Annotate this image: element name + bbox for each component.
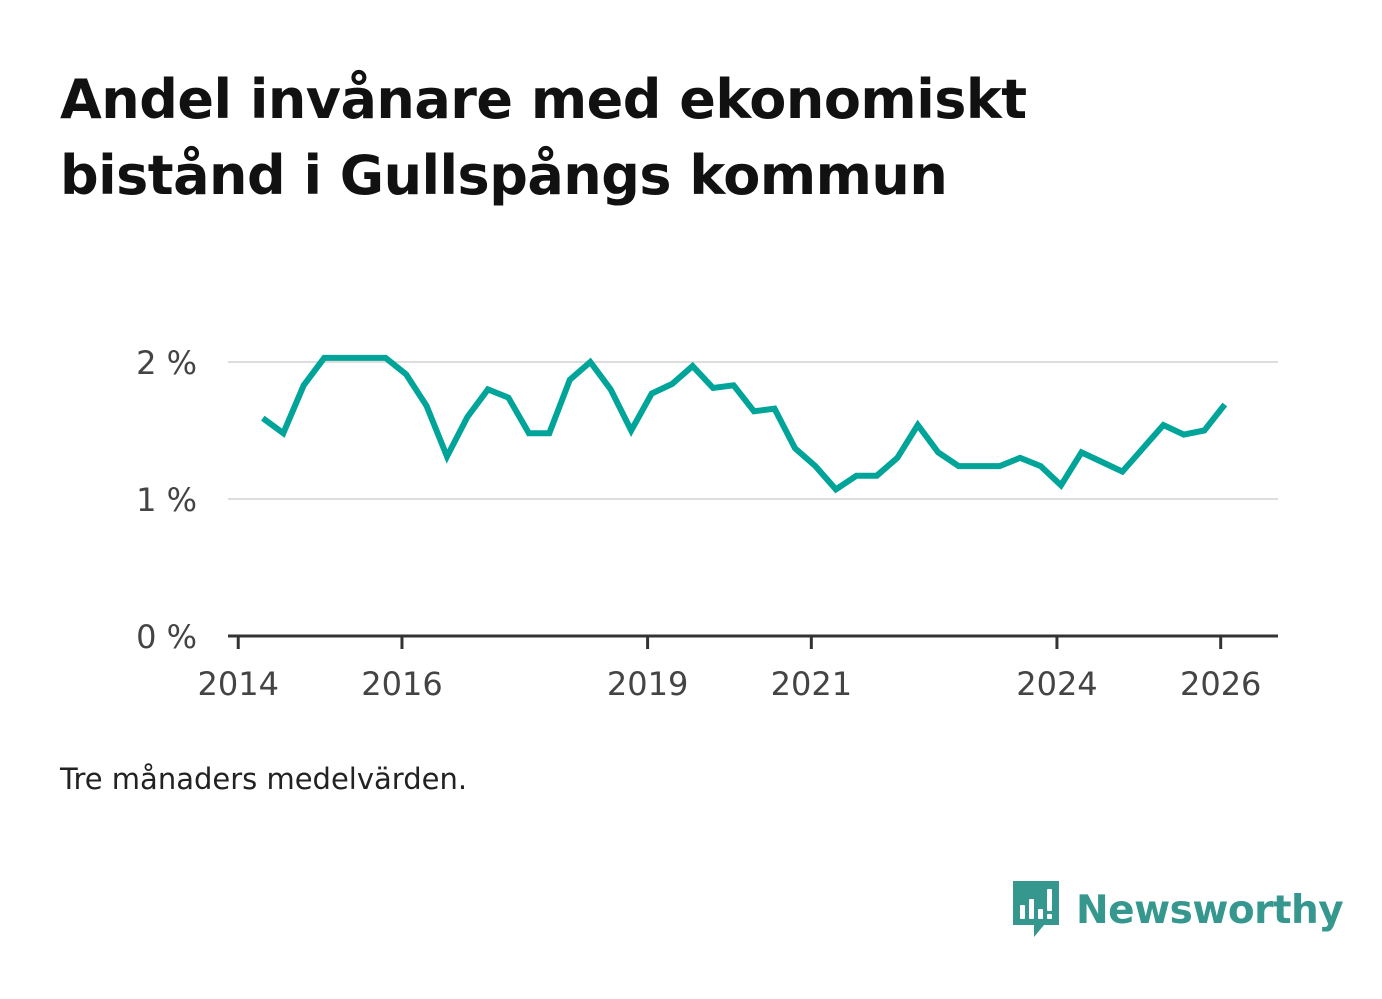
data-point: [874, 473, 880, 479]
data-point: [444, 454, 450, 460]
y-tick-label: 0 %: [136, 618, 197, 656]
y-tick-label: 1 %: [136, 481, 197, 519]
x-tick-label: 2026: [1180, 665, 1261, 703]
data-point: [649, 391, 655, 397]
x-tick-label: 2014: [198, 665, 279, 703]
chart-caption: Tre månaders medelvärden.: [60, 762, 468, 796]
x-tick-label: 2019: [607, 665, 688, 703]
data-point: [1038, 463, 1044, 469]
newsworthy-logo-icon: [1013, 881, 1059, 937]
data-point: [669, 381, 675, 387]
series-line: [261, 354, 1228, 494]
grid-lines: [228, 361, 1278, 500]
data-point: [1058, 482, 1064, 488]
x-tick-label: 2016: [361, 665, 442, 703]
data-point: [1201, 428, 1207, 434]
data-point: [956, 463, 962, 469]
data-point: [1079, 449, 1085, 455]
data-point: [587, 359, 593, 365]
data-point: [424, 403, 430, 409]
data-point: [280, 430, 286, 436]
data-point: [771, 406, 777, 412]
data-point: [485, 386, 491, 392]
data-point: [608, 386, 614, 392]
y-axis-labels: 0 % 1 % 2 %: [136, 344, 197, 656]
data-point: [751, 408, 757, 414]
data-point: [505, 395, 511, 401]
x-axis: [228, 634, 1278, 649]
x-axis-labels: 2014 2016 2019 2021 2024 2026: [198, 665, 1262, 703]
data-point: [383, 355, 389, 361]
data-point: [792, 445, 798, 451]
data-point: [1222, 401, 1228, 407]
data-point: [853, 473, 859, 479]
data-point: [935, 449, 941, 455]
y-tick-label: 2 %: [136, 344, 197, 382]
x-tick-label: 2024: [1016, 665, 1097, 703]
data-point: [1160, 422, 1166, 428]
data-point: [362, 355, 368, 361]
data-point: [464, 414, 470, 420]
data-point: [710, 385, 716, 391]
data-point: [1119, 469, 1125, 475]
x-tick-label: 2021: [771, 665, 852, 703]
series-layer: [260, 354, 1228, 494]
data-point: [1181, 432, 1187, 438]
data-point: [526, 430, 532, 436]
data-point: [915, 422, 921, 428]
data-point: [1099, 459, 1105, 465]
data-point: [997, 463, 1003, 469]
data-point: [812, 463, 818, 469]
data-point: [546, 430, 552, 436]
data-point: [894, 455, 900, 461]
data-point: [403, 371, 409, 377]
data-point: [342, 355, 348, 361]
data-point: [628, 428, 634, 434]
data-point: [976, 463, 982, 469]
data-point: [567, 377, 573, 383]
data-point: [260, 415, 266, 421]
chart-title: Andel invånare med ekonomiskt bistånd i …: [60, 68, 1027, 207]
brand-name: Newsworthy: [1076, 887, 1344, 933]
data-point: [690, 363, 696, 369]
newsworthy-logo: Newsworthy: [1010, 878, 1344, 942]
data-point: [1140, 445, 1146, 451]
data-point: [321, 355, 327, 361]
data-point: [731, 382, 737, 388]
data-point: [833, 486, 839, 492]
data-point: [1017, 455, 1023, 461]
data-point: [301, 382, 307, 388]
